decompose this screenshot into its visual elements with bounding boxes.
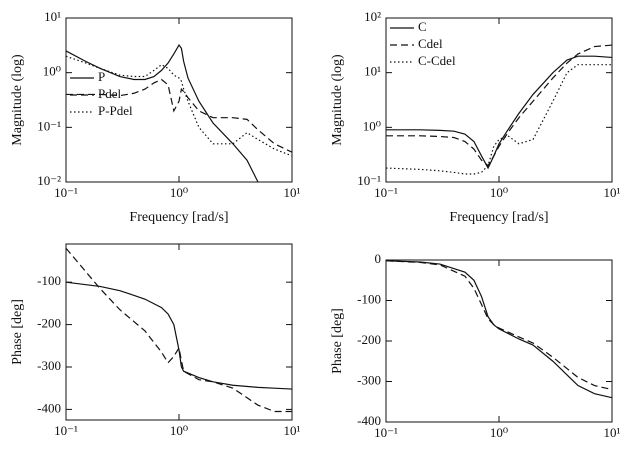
x-tick-label: 10⁰	[170, 185, 188, 200]
x-tick-label: 10¹	[284, 185, 301, 200]
y-tick-label: 0	[375, 251, 382, 266]
y-tick-label: 10¹	[44, 9, 61, 24]
legend-label: C-Cdel	[418, 53, 456, 68]
subplot: 10⁻¹ 10⁰ 10¹ 10⁻¹ 10⁰ 10¹ 10² Frequency [rad/s]…	[330, 9, 620, 225]
y-tick-label: -400	[37, 400, 61, 415]
y-tick-label: 10⁰	[43, 64, 61, 79]
y-axis-label: Phase [deg]	[10, 299, 25, 365]
y-tick-label: -200	[37, 316, 61, 331]
legend-label: P	[98, 69, 105, 84]
legend-label: Cdel	[418, 36, 443, 51]
plot-frame	[385, 17, 613, 183]
subplot: 10⁻¹ 10⁰ 10¹ 0 -100 -200 -300 -400 Phase [deg]	[330, 251, 620, 440]
x-tick-label: 10⁻¹	[54, 423, 78, 438]
series-line	[66, 43, 259, 182]
x-tick-label: 10⁻¹	[374, 185, 398, 200]
y-tick-label: 10⁻¹	[357, 173, 381, 188]
x-tick-label: 10⁰	[490, 185, 508, 200]
series-line	[66, 281, 292, 390]
y-axis-label: Magnitude (log)	[330, 54, 345, 146]
subplot: 10⁻¹ 10⁰ 10¹ -100 -200 -300 -400 Phase [deg]	[10, 243, 301, 438]
x-axis-label: Frequency [rad/s]	[449, 210, 548, 225]
x-axis-label: Frequency [rad/s]	[129, 210, 228, 225]
y-tick-label: 10¹	[364, 64, 381, 79]
y-tick-label: 10⁻²	[37, 173, 61, 188]
x-tick-label: 10⁰	[490, 425, 508, 440]
plot-frame	[385, 259, 613, 423]
x-tick-label: 10¹	[284, 423, 301, 438]
y-tick-label: -100	[37, 273, 61, 288]
x-tick-label: 10⁻¹	[374, 425, 398, 440]
y-tick-label: -300	[357, 372, 381, 387]
x-tick-label: 10¹	[604, 185, 621, 200]
x-tick-label: 10⁰	[170, 423, 188, 438]
series-line	[386, 260, 612, 399]
y-axis-label: Magnitude (log)	[10, 54, 25, 146]
y-tick-label: 10⁻¹	[37, 118, 61, 133]
y-tick-label: 10²	[364, 9, 381, 24]
y-tick-label: -300	[37, 358, 61, 373]
series-line	[386, 260, 612, 391]
y-tick-label: -100	[357, 291, 381, 306]
legend-label: Pdel	[98, 86, 122, 101]
series-line	[386, 64, 612, 175]
legend-label: C	[418, 19, 427, 34]
x-tick-label: 10⁻¹	[54, 185, 78, 200]
series-line	[66, 55, 292, 157]
plot-frame	[65, 243, 293, 421]
y-axis-label: Phase [deg]	[330, 308, 345, 374]
y-tick-label: -200	[357, 332, 381, 347]
series-line	[386, 44, 612, 167]
series-line	[66, 78, 292, 153]
legend-label: P-Pdel	[98, 103, 133, 118]
y-tick-label: 10⁰	[363, 118, 381, 133]
series-line	[386, 55, 612, 170]
plot-frame	[65, 17, 293, 183]
series-line	[66, 247, 292, 413]
y-tick-label: -400	[357, 413, 381, 428]
x-tick-label: 10¹	[604, 425, 621, 440]
